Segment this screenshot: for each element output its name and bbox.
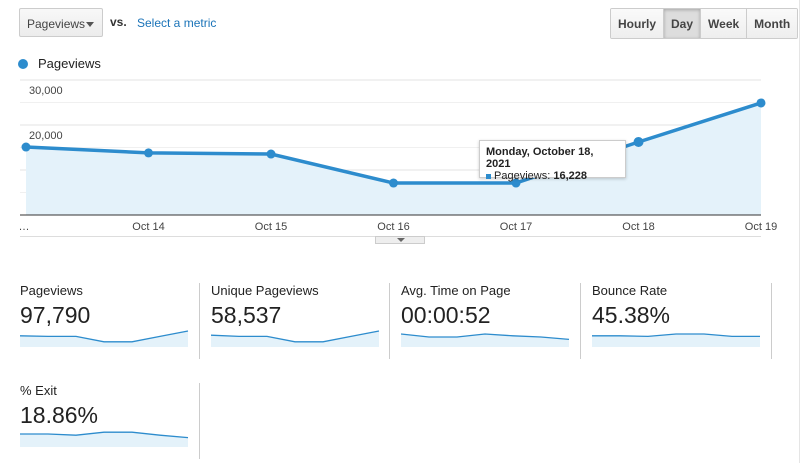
- period-month-button[interactable]: Month: [746, 9, 798, 38]
- sparkline-fill: [401, 334, 569, 347]
- metric-card[interactable]: Pageviews 97,790: [20, 283, 210, 360]
- sparkline-line: [592, 333, 760, 338]
- chart-legend: Pageviews: [18, 56, 101, 71]
- metric-value: 18.86%: [20, 402, 99, 428]
- period-day-button[interactable]: Day: [663, 9, 701, 38]
- sparkline: [20, 431, 189, 447]
- period-toggle: Hourly Day Week Month: [610, 8, 799, 39]
- data-point: [266, 149, 276, 159]
- metric-value: 00:00:52: [401, 302, 491, 328]
- sparkline: [211, 330, 380, 347]
- x-tick-label: Oct 16: [377, 221, 409, 233]
- data-point: [511, 178, 521, 188]
- y-tick-label: 20,000: [29, 130, 63, 142]
- sparkline-line: [401, 333, 570, 341]
- chart-tooltip: Monday, October 18, 2021 Pageviews: 16,2…: [479, 140, 626, 182]
- sparkline: [592, 333, 760, 347]
- sparkline-line: [20, 431, 189, 439]
- data-point: [633, 136, 644, 147]
- x-tick-label: Oct 15: [255, 221, 287, 233]
- metric-label: Pageviews: [20, 283, 83, 298]
- sparkline-line: [211, 330, 380, 343]
- metric-card[interactable]: Unique Pageviews 58,537: [211, 283, 401, 360]
- divider: [799, 0, 800, 463]
- period-hourly-button[interactable]: Hourly: [611, 9, 664, 38]
- x-tick-label: …: [19, 221, 30, 233]
- metric-label: Unique Pageviews: [211, 283, 319, 298]
- sparkline-line: [20, 330, 189, 343]
- metric-value: 45.38%: [592, 302, 671, 328]
- sparkline-fill: [211, 331, 379, 347]
- tooltip-series: Pageviews:: [494, 170, 551, 182]
- sparkline-fill: [592, 334, 760, 347]
- tooltip-title: Monday, October 18, 2021: [486, 146, 594, 170]
- series-square-icon: [486, 173, 491, 179]
- area-fill: [26, 102, 761, 215]
- data-point: [144, 148, 153, 158]
- divider: [580, 283, 581, 359]
- sparkline: [401, 333, 570, 347]
- tooltip-value: 16,228: [553, 170, 587, 182]
- data-point: [21, 142, 31, 152]
- legend-label: Pageviews: [38, 56, 101, 71]
- data-point: [389, 178, 398, 188]
- metric-card[interactable]: Bounce Rate 45.38%: [592, 283, 782, 360]
- legend-dot-icon: [18, 58, 28, 69]
- sparkline: [20, 330, 189, 347]
- chevron-down-icon: [86, 22, 94, 27]
- divider: [199, 383, 200, 459]
- metric-dropdown[interactable]: Pageviews: [19, 8, 103, 37]
- metric-label: Bounce Rate: [592, 283, 668, 298]
- divider: [389, 283, 390, 359]
- x-tick-label: Oct 19: [745, 221, 777, 233]
- data-point: [756, 98, 766, 108]
- metric-label: Avg. Time on Page: [401, 283, 511, 298]
- sparkline-fill: [20, 432, 188, 447]
- divider: [199, 283, 200, 359]
- metric-value: 58,537: [211, 302, 282, 328]
- sparkline-fill: [20, 331, 188, 347]
- metric-value: 97,790: [20, 302, 91, 328]
- y-tick-label: 30,000: [29, 85, 63, 97]
- x-tick-label: Oct 17: [500, 221, 532, 233]
- metric-card[interactable]: % Exit 18.86%: [20, 383, 210, 460]
- metric-card[interactable]: Avg. Time on Page 00:00:52: [401, 283, 591, 360]
- period-week-button[interactable]: Week: [700, 9, 747, 38]
- x-tick-label: Oct 18: [622, 221, 654, 233]
- x-tick-label: Oct 14: [132, 221, 164, 233]
- vs-label: vs.: [110, 15, 127, 29]
- select-metric-link[interactable]: Select a metric: [137, 16, 217, 30]
- divider: [771, 283, 772, 359]
- metric-label: % Exit: [20, 383, 57, 398]
- metric-dropdown-label: Pageviews: [27, 17, 86, 31]
- collapse-chart-handle[interactable]: [375, 236, 425, 244]
